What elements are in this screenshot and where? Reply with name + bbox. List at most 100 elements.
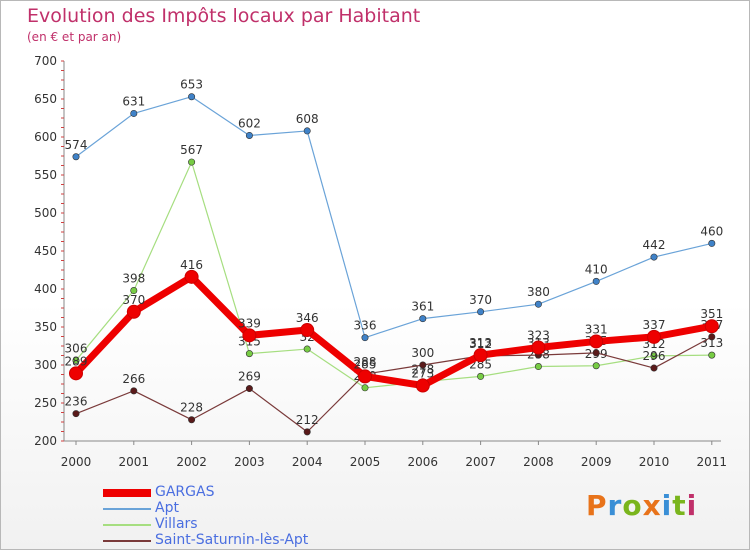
data-point xyxy=(126,304,141,319)
data-label: 269 xyxy=(238,370,261,384)
series-saint-saturnin-l-s-apt: 236266228269212288300312313315296337 xyxy=(65,318,723,436)
data-point xyxy=(188,93,196,101)
legend-item: GARGAS xyxy=(103,484,363,501)
data-point xyxy=(361,334,369,342)
data-point xyxy=(419,315,427,323)
data-label: 266 xyxy=(122,372,145,386)
x-tick-label: 2011 xyxy=(697,455,728,469)
data-label: 346 xyxy=(296,311,319,325)
data-point xyxy=(589,334,604,349)
data-point xyxy=(303,127,311,135)
logo-letter: i xyxy=(661,489,673,522)
y-tick-label: 700 xyxy=(34,54,57,68)
x-tick-label: 2004 xyxy=(292,455,323,469)
data-point xyxy=(534,363,542,371)
data-point xyxy=(647,329,661,344)
data-point xyxy=(650,253,658,261)
series-line xyxy=(72,273,716,390)
x-tick-label: 2000 xyxy=(61,455,92,469)
data-label: 285 xyxy=(354,357,377,371)
data-label: 380 xyxy=(527,285,550,299)
x-tick-label: 2007 xyxy=(465,455,496,469)
y-tick-label: 350 xyxy=(34,320,57,334)
data-label: 323 xyxy=(527,329,550,343)
data-label: 567 xyxy=(180,143,203,157)
data-point xyxy=(72,153,80,161)
x-tick-label: 2005 xyxy=(350,455,381,469)
data-label: 337 xyxy=(643,318,666,332)
y-tick-label: 450 xyxy=(34,244,57,258)
data-point xyxy=(650,352,658,360)
data-label: 460 xyxy=(700,224,723,238)
y-tick-label: 550 xyxy=(34,168,57,182)
data-point xyxy=(245,350,253,358)
logo-letter: P xyxy=(586,489,608,522)
chart-title: Evolution des Impôts locaux par Habitant xyxy=(27,5,421,27)
y-tick-label: 200 xyxy=(34,434,57,448)
data-label: 370 xyxy=(469,293,492,307)
data-label: 312 xyxy=(469,337,492,351)
data-point xyxy=(358,369,372,384)
legend-label: Apt xyxy=(155,500,179,516)
logo-letter: o xyxy=(622,489,643,522)
data-point xyxy=(592,277,600,285)
data-label: 300 xyxy=(411,346,434,360)
data-point xyxy=(650,364,658,372)
data-point xyxy=(531,340,546,355)
data-label: 653 xyxy=(180,78,203,92)
data-label: 410 xyxy=(585,262,608,276)
legend-swatch xyxy=(103,524,151,526)
x-tick-label: 2008 xyxy=(523,455,554,469)
data-point xyxy=(188,416,196,424)
x-tick-label: 2010 xyxy=(639,455,670,469)
legend-label: Saint-Saturnin-lès-Apt xyxy=(155,532,309,548)
data-label: 416 xyxy=(180,258,203,272)
data-label: 442 xyxy=(643,238,666,252)
data-point xyxy=(72,410,80,418)
data-point xyxy=(592,362,600,370)
data-point xyxy=(415,378,430,393)
data-point xyxy=(303,428,311,436)
logo-letter: i xyxy=(686,489,698,522)
legend-item: Apt xyxy=(103,500,363,517)
series-apt: 574 631 653 602 608 336 361 370 380 410 442 460 xyxy=(65,78,723,342)
legend-label: Villars xyxy=(155,516,198,532)
x-tick-label: 2003 xyxy=(234,455,265,469)
proxiti-logo: Proxiti xyxy=(586,489,697,522)
legend-swatch xyxy=(103,540,151,542)
y-tick-label: 500 xyxy=(34,206,57,220)
chart-subtitle: (en € et par an) xyxy=(27,30,122,44)
data-label: 608 xyxy=(296,112,319,126)
data-point xyxy=(419,361,427,369)
y-tick-label: 650 xyxy=(34,92,57,106)
data-point xyxy=(708,351,716,359)
logo-letter: r xyxy=(607,489,623,522)
data-label: 273 xyxy=(411,367,434,381)
series-line xyxy=(75,96,713,339)
data-label: 296 xyxy=(643,349,666,363)
data-label: 574 xyxy=(65,138,88,152)
data-point xyxy=(184,269,199,284)
data-point xyxy=(361,384,369,392)
data-point xyxy=(477,372,485,380)
data-label: 313 xyxy=(469,336,492,350)
logo-letter: x xyxy=(642,489,662,522)
data-label: 339 xyxy=(238,316,261,330)
series-line xyxy=(75,336,713,433)
data-label: 351 xyxy=(700,307,723,321)
chart-legend: GARGAS Apt Villars Saint-Saturnin-lès-Apt xyxy=(103,484,363,549)
data-point xyxy=(303,345,311,353)
data-label: 398 xyxy=(122,272,145,286)
data-point xyxy=(300,323,315,338)
data-label: 212 xyxy=(296,413,319,427)
legend-swatch xyxy=(103,508,151,510)
data-label: 602 xyxy=(238,116,261,130)
data-label: 236 xyxy=(65,395,88,409)
data-point xyxy=(130,387,138,395)
legend-item: Villars xyxy=(103,516,363,533)
data-label: 336 xyxy=(354,319,377,333)
data-point xyxy=(130,287,138,295)
data-point xyxy=(708,333,716,341)
